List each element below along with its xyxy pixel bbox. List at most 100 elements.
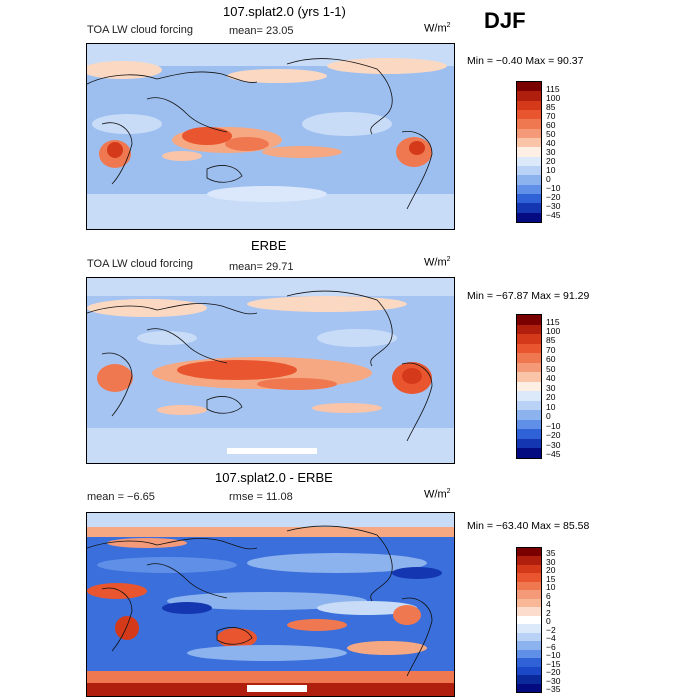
panel2-variable: TOA LW cloud forcing xyxy=(87,258,193,270)
panel3-colorbar-cell xyxy=(517,607,541,616)
panel2-colorbar-cell xyxy=(517,372,541,382)
panel3-colorbar-cell xyxy=(517,564,541,574)
panel3-tick-label: −2 xyxy=(546,625,556,635)
panel3-colorbar-cell xyxy=(517,666,541,676)
panel1-colorbar xyxy=(516,81,542,223)
panel3-tick-label: 30 xyxy=(546,557,556,567)
panel3-colorbar-cell xyxy=(517,683,541,692)
panel2-tick-label: 20 xyxy=(546,392,556,402)
panel3-colorbar-cell xyxy=(517,632,541,642)
panel1-tick-label: −20 xyxy=(546,192,561,202)
panel3-tick-label: −35 xyxy=(546,684,561,694)
panel2-tick-label: 50 xyxy=(546,364,556,374)
panel3-tick-label: 6 xyxy=(546,591,551,601)
panel1-tick-label: 0 xyxy=(546,174,551,184)
panel1-title: 107.splat2.0 (yrs 1-1) xyxy=(223,4,346,19)
panel3-colorbar-cell xyxy=(517,590,541,599)
panel1-tick-label: −10 xyxy=(546,183,561,193)
panel2-colorbar-cell xyxy=(517,410,541,420)
panel1-tick-label: 100 xyxy=(546,93,561,103)
panel1-colorbar-cell xyxy=(517,110,541,120)
panel2-colorbar-cell xyxy=(517,419,541,430)
panel3-tick-label: −15 xyxy=(546,659,561,669)
panel2-tick-label: −45 xyxy=(546,449,561,459)
panel3-colorbar-cell xyxy=(517,598,541,608)
panel2-minmax: Min = −67.87 Max = 91.29 xyxy=(467,290,590,302)
panel1-tick-label: 10 xyxy=(546,165,556,175)
panel3-map xyxy=(86,512,455,697)
panel3-colorbar-cell xyxy=(517,641,541,650)
panel1-colorbar-cell xyxy=(517,147,541,157)
panel1-tick-label: −45 xyxy=(546,210,561,220)
panel3-tick-label: 15 xyxy=(546,574,556,584)
panel2-colorbar-cell xyxy=(517,438,541,449)
panel1-colorbar-cell xyxy=(517,100,541,110)
panel3-tick-label: −30 xyxy=(546,676,561,686)
panel2-tick-label: −20 xyxy=(546,430,561,440)
panel3-colorbar-cell xyxy=(517,615,541,625)
panel3-tick-label: −4 xyxy=(546,633,556,643)
panel2-tick-label: 70 xyxy=(546,345,556,355)
panel3-colorbar-cell xyxy=(517,581,541,591)
panel1-tick-label: 20 xyxy=(546,156,556,166)
panel2-colorbar-cell xyxy=(517,343,541,354)
panel2-colorbar-cell xyxy=(517,334,541,344)
panel3-colorbar-cell xyxy=(517,556,541,565)
panel3-minmax: Min = −63.40 Max = 85.58 xyxy=(467,520,590,532)
panel3-colorbar-cell xyxy=(517,675,541,684)
panel2-colorbar-cell xyxy=(517,400,541,411)
panel2-tick-label: −10 xyxy=(546,421,561,431)
panel3-tick-label: 10 xyxy=(546,582,556,592)
panel1-colorbar-cell xyxy=(517,166,541,176)
panel2-mean: mean= 29.71 xyxy=(229,261,294,273)
panel1-colorbar-cell xyxy=(517,184,541,194)
panel2-colorbar-cell xyxy=(517,324,541,335)
panel3-colorbar-cell xyxy=(517,624,541,633)
panel3-rmse: rmse = 11.08 xyxy=(229,491,293,503)
panel3-colorbar xyxy=(516,547,542,693)
panel2-tick-label: 30 xyxy=(546,383,556,393)
panel2-tick-label: 0 xyxy=(546,411,551,421)
panel1-colorbar-cell xyxy=(517,203,541,213)
panel1-colorbar-cell xyxy=(517,175,541,185)
panel1-colorbar-cell xyxy=(517,119,541,129)
panel3-tick-label: 20 xyxy=(546,565,556,575)
panel1-tick-label: 60 xyxy=(546,120,556,130)
panel2-tick-label: −30 xyxy=(546,440,561,450)
panel1-colorbar-cell xyxy=(517,82,541,92)
panel1-tick-label: 85 xyxy=(546,102,556,112)
panel3-tick-label: 4 xyxy=(546,599,551,609)
panel2-colorbar-cell xyxy=(517,353,541,363)
panel2-colorbar xyxy=(516,314,542,459)
panel3-colorbar-cell xyxy=(517,573,541,582)
panel1-colorbar-cell xyxy=(517,156,541,166)
panel2-colorbar-cell xyxy=(517,362,541,373)
panel3-tick-label: −20 xyxy=(546,667,561,677)
panel2-tick-label: 40 xyxy=(546,373,556,383)
panel3-tick-label: −6 xyxy=(546,642,556,652)
panel2-tick-label: 85 xyxy=(546,335,556,345)
panel1-colorbar-cell xyxy=(517,212,541,222)
panel1-tick-label: 30 xyxy=(546,147,556,157)
panel1-minmax: Min = −0.40 Max = 90.37 xyxy=(467,55,584,67)
panel2-colorbar-cell xyxy=(517,429,541,439)
panel1-tick-label: 40 xyxy=(546,138,556,148)
panel2-colorbar-cell xyxy=(517,381,541,392)
panel1-units: W/m2 xyxy=(424,22,451,35)
panel1-tick-label: −30 xyxy=(546,201,561,211)
panel2-units: W/m2 xyxy=(424,256,451,269)
panel3-title: 107.splat2.0 - ERBE xyxy=(215,470,333,485)
panel2-colorbar-cell xyxy=(517,391,541,401)
panel2-colorbar-cell xyxy=(517,315,541,325)
panel1-tick-label: 115 xyxy=(546,84,560,94)
panel2-title: ERBE xyxy=(251,238,287,253)
panel3-tick-label: −10 xyxy=(546,650,561,660)
panel2-tick-label: 10 xyxy=(546,402,556,412)
panel1-tick-label: 70 xyxy=(546,111,556,121)
panel2-tick-label: 115 xyxy=(546,317,560,327)
panel3-colorbar-cell xyxy=(517,649,541,659)
panel3-colorbar-cell xyxy=(517,658,541,667)
panel1-variable: TOA LW cloud forcing xyxy=(87,24,193,36)
panel1-colorbar-cell xyxy=(517,138,541,148)
panel1-tick-label: 50 xyxy=(546,129,556,139)
